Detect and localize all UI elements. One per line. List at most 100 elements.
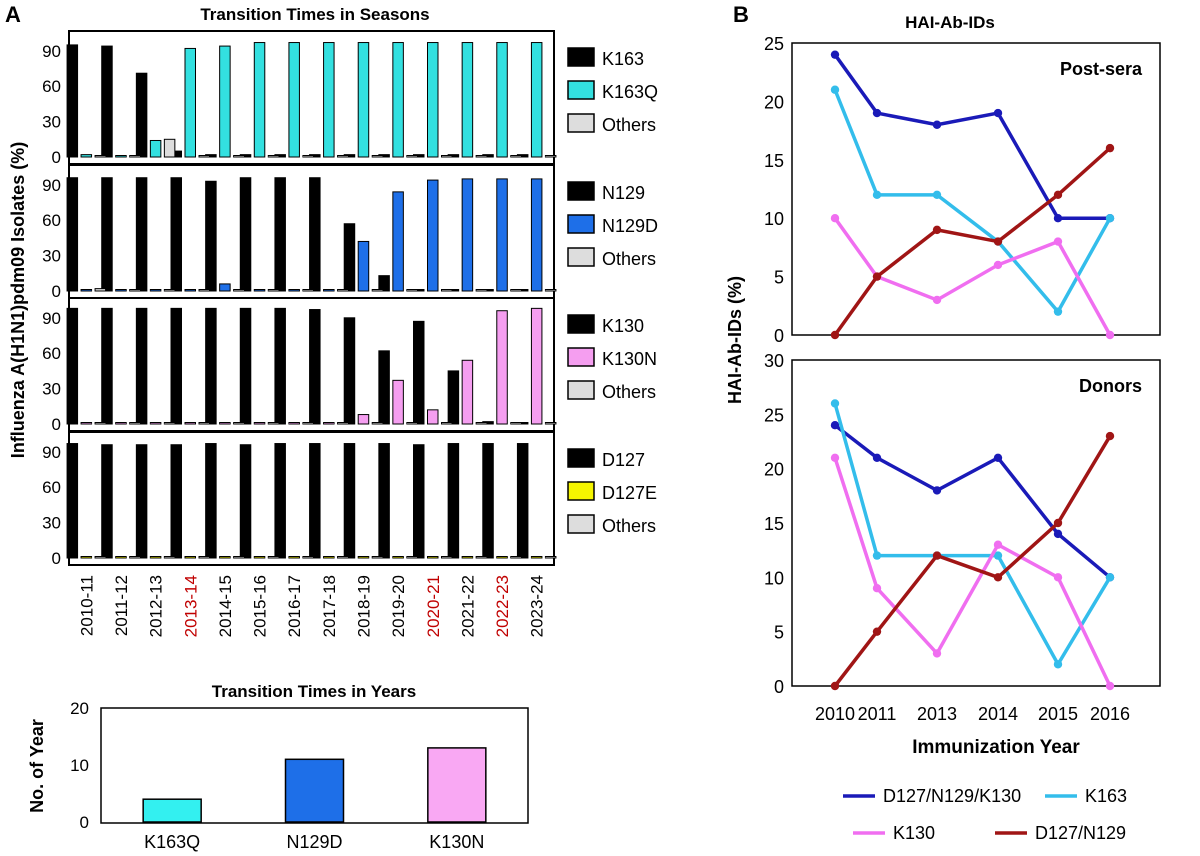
panel-b-letter: B bbox=[733, 2, 749, 27]
season-label-2015-16: 2015-16 bbox=[251, 575, 270, 637]
bar-n129d-2022-23 bbox=[496, 178, 508, 292]
y-tick-label: 10 bbox=[764, 209, 784, 229]
bar-k130-2015-16 bbox=[239, 307, 252, 425]
bar-k163q-2012-13 bbox=[149, 139, 162, 158]
bar-n129d-2010-11 bbox=[80, 289, 93, 292]
bar-n129-2012-13 bbox=[135, 177, 148, 292]
bar-k130n-2013-14 bbox=[184, 422, 196, 425]
point-d127-n129-k130-2015 bbox=[1053, 529, 1063, 539]
bar-k130-2013-14 bbox=[170, 307, 182, 425]
y-tick-label: 90 bbox=[42, 443, 61, 462]
bar-k130-2011-12 bbox=[101, 307, 113, 425]
transition-years-title: Transition Times in Years bbox=[212, 682, 416, 701]
bar-k163q-2013-14 bbox=[184, 47, 196, 158]
bar-others-2020-21 bbox=[441, 556, 453, 559]
point-k163-2016 bbox=[1105, 573, 1115, 582]
season-label-2010-11: 2010-11 bbox=[77, 575, 96, 636]
panel-b-xlabel: Immunization Year bbox=[912, 737, 1080, 758]
legend-label-k163q: K163Q bbox=[602, 82, 658, 102]
bar-others-2017-18 bbox=[337, 422, 349, 425]
bar-others-2011-12 bbox=[129, 556, 141, 559]
point-d127-n129-2016 bbox=[1105, 431, 1115, 441]
season-label-2022-23: 2022-23 bbox=[493, 575, 512, 637]
bar-d127-2015-16 bbox=[239, 444, 252, 559]
bar-others-2021-22 bbox=[475, 155, 488, 158]
legend-label-k130: K130 bbox=[602, 316, 644, 336]
bar-others-2019-20 bbox=[406, 289, 418, 292]
point-k163-2010 bbox=[830, 85, 840, 94]
bar-k130n-2023-24 bbox=[530, 307, 543, 425]
legend-label-d127: D127 bbox=[602, 450, 645, 470]
bar-d127e-2021-22 bbox=[461, 556, 474, 559]
bar-n129d-2020-21 bbox=[427, 179, 439, 292]
y-tick-label: 10 bbox=[70, 756, 89, 775]
y-tick-label: 25 bbox=[764, 34, 784, 54]
line-k130 bbox=[833, 457, 1112, 687]
legend-swatch-n129d bbox=[567, 214, 595, 234]
panel-b-title: HAI-Ab-IDs bbox=[905, 13, 995, 32]
bar-k130n-2019-20 bbox=[392, 379, 404, 425]
bar-k163q-2020-21 bbox=[427, 42, 439, 158]
bar-d127-2023-24 bbox=[516, 443, 529, 559]
legend-label-k130n: K130N bbox=[602, 349, 657, 369]
season-label-2016-17: 2016-17 bbox=[285, 575, 304, 637]
point-d127-n129-2011 bbox=[872, 627, 882, 636]
point-k163-2014 bbox=[993, 551, 1003, 560]
bar-k163q-2023-24 bbox=[530, 42, 543, 158]
legend-label-others: Others bbox=[602, 249, 656, 269]
bar-others-2023-24 bbox=[544, 422, 557, 425]
bar-k130n-2014-15 bbox=[219, 422, 231, 425]
bar-k163-2011-12 bbox=[101, 45, 113, 158]
season-label-2019-20: 2019-20 bbox=[389, 575, 408, 637]
bar-d127-2011-12 bbox=[101, 444, 113, 559]
donors-chart-frame bbox=[791, 359, 1161, 687]
point-d127-n129-k130-2010 bbox=[830, 50, 840, 59]
point-k130-2011 bbox=[872, 584, 882, 593]
y-tick-label: 15 bbox=[764, 514, 784, 534]
point-k130-2014 bbox=[993, 540, 1003, 549]
bar-n129-2014-15 bbox=[205, 180, 217, 292]
y-tick-label: 30 bbox=[42, 380, 61, 399]
bar-others-2020-21 bbox=[441, 422, 453, 425]
legend-label-others: Others bbox=[602, 382, 656, 402]
legend-swatch-others bbox=[567, 380, 595, 400]
bar-others-2021-22 bbox=[475, 289, 488, 292]
bar-d127-2016-17 bbox=[274, 443, 286, 559]
bar-others-2016-17 bbox=[302, 155, 314, 158]
bar-n129-2015-16 bbox=[239, 177, 252, 292]
bar-k163q-2010-11 bbox=[80, 154, 93, 158]
line-d127-n129 bbox=[833, 146, 1112, 337]
x-tick-label-2011: 2011 bbox=[858, 704, 897, 724]
bar-others-2019-20 bbox=[406, 155, 418, 158]
legend-label-others: Others bbox=[602, 115, 656, 135]
y-tick-label: 0 bbox=[774, 677, 784, 697]
bar-d127-2020-21 bbox=[413, 444, 425, 559]
panel-a-title: Transition Times in Seasons bbox=[200, 5, 429, 24]
bar-others-2017-18 bbox=[337, 556, 349, 559]
bar-others-2022-23 bbox=[510, 556, 522, 559]
bar-n129-2016-17 bbox=[274, 177, 286, 292]
bar-d127-2014-15 bbox=[205, 443, 217, 559]
legend-swatch-k163q bbox=[567, 80, 595, 100]
legend-swatch-k130n bbox=[567, 347, 595, 367]
bar-k163q-2014-15 bbox=[219, 45, 231, 158]
bar-k163-2012-13 bbox=[135, 72, 148, 158]
point-d127-n129-2011 bbox=[872, 272, 882, 281]
post-sera-chart-frame bbox=[791, 42, 1161, 336]
point-d127-n129-k130-2014 bbox=[993, 108, 1003, 118]
bar-others-2013-14 bbox=[198, 289, 210, 292]
x-tick-label-2010: 2010 bbox=[815, 704, 855, 724]
legend-label-n129: N129 bbox=[602, 183, 645, 203]
bar-k130-2017-18 bbox=[309, 309, 321, 425]
bar-n129d-2014-15 bbox=[219, 283, 231, 292]
bar-others-2021-22 bbox=[475, 556, 488, 559]
bar-d127-2012-13 bbox=[135, 444, 148, 559]
point-d127-n129-k130-2013 bbox=[932, 486, 942, 495]
bar-k163q-2011-12 bbox=[115, 155, 127, 158]
y-tick-label: 0 bbox=[80, 813, 89, 832]
bar-others-2015-16 bbox=[267, 556, 280, 559]
y-tick-label: 25 bbox=[764, 405, 784, 425]
bar-others-2012-13 bbox=[163, 556, 176, 559]
point-d127-n129-k130-2011 bbox=[872, 108, 882, 118]
point-k163-2016 bbox=[1105, 214, 1115, 223]
